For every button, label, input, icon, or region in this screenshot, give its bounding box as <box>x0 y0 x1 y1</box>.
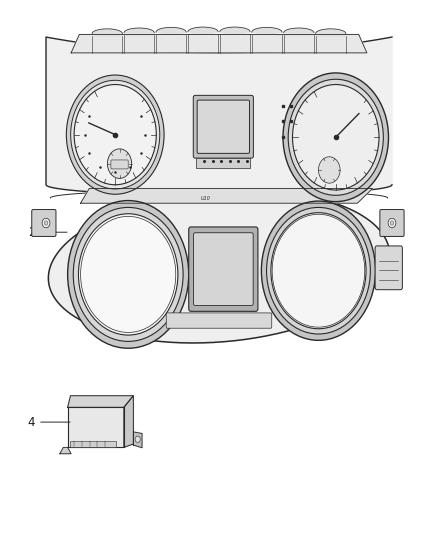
Circle shape <box>78 214 178 335</box>
FancyBboxPatch shape <box>380 209 404 237</box>
Polygon shape <box>188 27 218 35</box>
Circle shape <box>288 79 383 195</box>
Circle shape <box>107 149 132 179</box>
Polygon shape <box>81 189 372 203</box>
Circle shape <box>271 213 366 329</box>
FancyBboxPatch shape <box>111 160 128 169</box>
Polygon shape <box>252 27 282 35</box>
FancyBboxPatch shape <box>32 209 56 237</box>
Circle shape <box>267 207 371 334</box>
Circle shape <box>283 73 389 201</box>
Circle shape <box>261 201 375 341</box>
Polygon shape <box>124 395 134 447</box>
Polygon shape <box>134 432 142 448</box>
Polygon shape <box>284 28 314 35</box>
Circle shape <box>135 436 140 442</box>
Circle shape <box>81 216 176 333</box>
Polygon shape <box>67 407 124 447</box>
Circle shape <box>66 75 164 194</box>
Circle shape <box>272 214 365 327</box>
Polygon shape <box>46 37 392 195</box>
Polygon shape <box>316 29 346 36</box>
Polygon shape <box>60 447 71 454</box>
Bar <box>196 158 251 167</box>
Polygon shape <box>67 395 134 407</box>
Text: 2: 2 <box>28 225 67 239</box>
FancyBboxPatch shape <box>197 100 250 154</box>
Text: 1: 1 <box>308 131 354 144</box>
Text: U10: U10 <box>201 196 211 201</box>
Circle shape <box>388 218 396 228</box>
Circle shape <box>293 85 379 190</box>
Polygon shape <box>92 29 122 36</box>
Circle shape <box>390 221 394 225</box>
Circle shape <box>71 80 160 189</box>
FancyBboxPatch shape <box>375 246 403 290</box>
Polygon shape <box>156 27 186 35</box>
FancyBboxPatch shape <box>189 227 258 311</box>
FancyBboxPatch shape <box>166 313 272 328</box>
Circle shape <box>73 207 183 342</box>
Circle shape <box>67 200 189 348</box>
FancyBboxPatch shape <box>194 233 253 305</box>
Circle shape <box>44 221 48 225</box>
Bar <box>70 441 116 447</box>
Circle shape <box>74 85 156 185</box>
Circle shape <box>318 157 340 183</box>
FancyBboxPatch shape <box>193 95 253 158</box>
Polygon shape <box>220 27 250 35</box>
Text: 4: 4 <box>28 416 70 429</box>
Circle shape <box>42 218 50 228</box>
Polygon shape <box>48 190 390 343</box>
Polygon shape <box>124 28 154 35</box>
Polygon shape <box>71 35 367 53</box>
